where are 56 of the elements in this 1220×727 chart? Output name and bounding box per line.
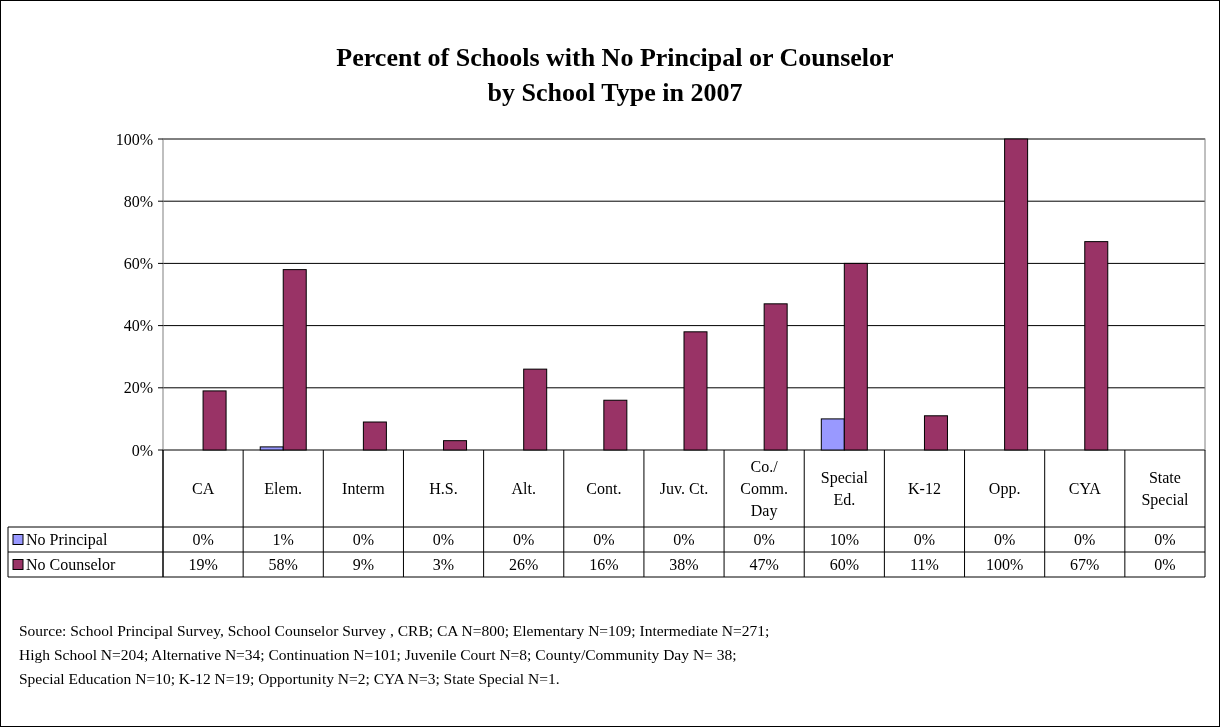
data-label: 0% xyxy=(352,531,375,549)
y-tick-label: 80% xyxy=(123,192,153,210)
x-tick-label: H.S. xyxy=(429,480,458,498)
chart-title: Percent of Schools with No Principal or Counselor by School Type in 2007 xyxy=(336,43,894,107)
x-tick-label: Opp. xyxy=(988,480,1021,499)
legend-label: No Counselor xyxy=(26,556,116,574)
x-tick-label: Co./ Comm. Day xyxy=(740,458,788,521)
data-label: 0% xyxy=(432,531,455,549)
data-label: 0% xyxy=(593,531,615,549)
bar xyxy=(362,421,387,451)
data-label: 0% xyxy=(1154,531,1176,549)
data-label: 67% xyxy=(1070,556,1100,574)
x-tick-label: Cont. xyxy=(586,480,622,498)
bar xyxy=(923,415,948,451)
data-label: 0% xyxy=(993,531,1016,549)
data-label: 0% xyxy=(192,531,214,549)
data-label: 0% xyxy=(913,531,936,549)
data-label: 58% xyxy=(268,556,298,574)
legend-label: No Principal xyxy=(26,531,108,550)
text: Special Education N=10; K-12 N=19; Opportunity N=2; CYA N=3; State Special N=1. xyxy=(19,670,560,687)
data-label: 100% xyxy=(985,556,1024,574)
bar xyxy=(202,390,227,451)
y-tick-label: 100% xyxy=(115,130,153,148)
data-label: 3% xyxy=(432,556,455,574)
data-label: 16% xyxy=(589,556,619,574)
x-tick-label: Special Ed. xyxy=(820,469,869,509)
x-tick-label: Elem. xyxy=(264,480,303,498)
data-label: 60% xyxy=(829,556,859,574)
x-tick-label: Interm xyxy=(342,480,386,498)
y-tick-label: 20% xyxy=(123,379,153,397)
x-tick-label: State Special xyxy=(1141,469,1190,510)
data-label: 0% xyxy=(673,531,695,549)
y-tick-label: 40% xyxy=(123,317,153,335)
x-tick-label: Juv. Ct. xyxy=(659,480,709,498)
x-tick-label: CA xyxy=(191,480,215,498)
data-label: 0% xyxy=(1074,531,1096,549)
y-tick-label: 0% xyxy=(131,441,153,459)
x-tick-label: K-12 xyxy=(908,480,941,498)
data-label: 26% xyxy=(509,556,539,574)
data-label: 19% xyxy=(188,556,218,574)
data-label: 0% xyxy=(513,531,535,549)
data-label: 0% xyxy=(1154,556,1176,574)
data-label: 47% xyxy=(749,556,779,574)
data-label: 10% xyxy=(829,531,859,549)
data-label: 38% xyxy=(669,556,699,574)
x-tick-label: CYA xyxy=(1068,480,1102,498)
data-label: 0% xyxy=(753,531,775,549)
data-label: 9% xyxy=(352,556,375,574)
bar xyxy=(603,399,628,451)
text: High School N=204; Alternative N=34; Continuation N=101; Juvenile Court N=8; County/Community Day N= 38; xyxy=(19,646,737,663)
data-label: 11% xyxy=(910,556,939,574)
bar xyxy=(443,440,468,451)
x-tick-label: Alt. xyxy=(511,480,536,498)
data-label: 1% xyxy=(272,531,294,549)
source-note: Source: School Principal Survey, School Counselor Survey , CRB; CA N=800; Elementary N=109; Intermediate N=271; xyxy=(19,622,770,639)
y-tick-label: 60% xyxy=(123,255,153,272)
